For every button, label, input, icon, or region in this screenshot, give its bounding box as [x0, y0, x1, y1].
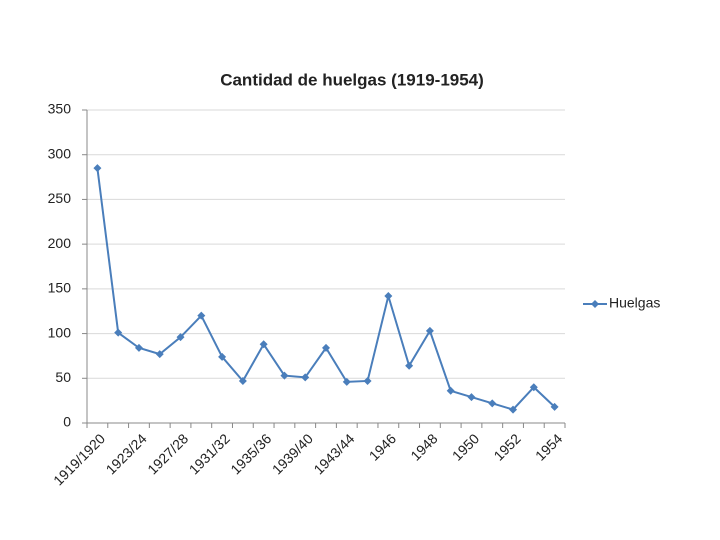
marker	[384, 292, 393, 301]
marker	[93, 164, 102, 173]
x-tick-label: 1927/28	[144, 430, 191, 477]
x-tick-label: 1931/32	[186, 430, 233, 477]
x-tick-label: 1923/24	[103, 430, 150, 477]
x-tick-label: 1950	[449, 430, 482, 463]
marker	[425, 326, 434, 335]
marker	[259, 340, 268, 349]
marker	[280, 371, 289, 380]
x-tick-label: 1919/1920	[50, 430, 108, 488]
marker	[176, 333, 185, 342]
marker	[446, 386, 455, 395]
marker	[218, 352, 227, 361]
marker	[405, 361, 414, 370]
marker	[342, 377, 351, 386]
chart-title: Cantidad de huelgas (1919-1954)	[220, 70, 484, 89]
x-tick-label: 1952	[490, 430, 523, 463]
y-tick-label: 50	[55, 369, 71, 385]
y-tick-label: 0	[63, 414, 71, 430]
marker	[488, 399, 497, 408]
marker	[134, 343, 143, 352]
y-tick-label: 300	[48, 145, 72, 161]
x-tick-label: 1946	[366, 430, 399, 463]
marker	[363, 376, 372, 385]
marker	[467, 393, 476, 402]
marker	[155, 350, 164, 359]
y-tick-label: 150	[48, 280, 72, 296]
y-tick-label: 350	[48, 101, 72, 117]
marker	[322, 343, 330, 352]
legend-label: Huelgas	[609, 295, 660, 311]
marker	[550, 402, 559, 411]
x-tick-label: 1943/44	[310, 430, 357, 477]
y-tick-label: 200	[48, 235, 72, 251]
x-tick-label: 1954	[532, 430, 565, 463]
x-tick-label: 1939/40	[269, 430, 316, 477]
marker	[114, 328, 123, 337]
marker	[238, 376, 247, 385]
marker	[509, 405, 518, 414]
marker	[301, 373, 310, 382]
legend-marker	[591, 300, 599, 308]
y-tick-label: 250	[48, 190, 72, 206]
marker	[197, 311, 206, 320]
x-tick-label: 1948	[407, 430, 440, 463]
y-tick-label: 100	[48, 324, 72, 340]
x-tick-label: 1935/36	[227, 430, 274, 477]
marker	[529, 383, 538, 392]
